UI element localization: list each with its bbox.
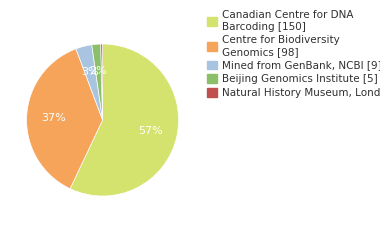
Wedge shape <box>27 49 103 189</box>
Text: 2%: 2% <box>90 66 107 76</box>
Text: 37%: 37% <box>41 113 66 123</box>
Wedge shape <box>92 44 103 120</box>
Text: 3%: 3% <box>82 67 99 77</box>
Wedge shape <box>70 44 179 196</box>
Wedge shape <box>76 45 103 120</box>
Legend: Canadian Centre for DNA
Barcoding [150], Centre for Biodiversity
Genomics [98], : Canadian Centre for DNA Barcoding [150],… <box>207 10 380 98</box>
Text: 57%: 57% <box>138 126 163 136</box>
Wedge shape <box>101 44 103 120</box>
